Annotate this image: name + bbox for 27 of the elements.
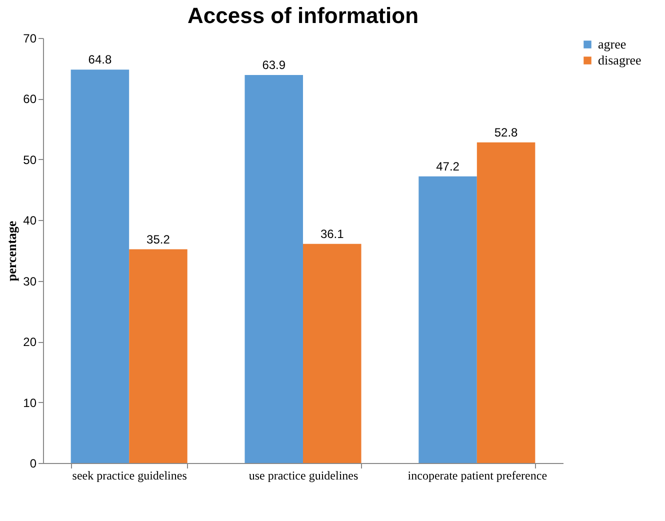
x-tick-label: incoperate patient preference	[408, 468, 548, 482]
data-label: 52.8	[494, 125, 518, 140]
bar	[129, 249, 188, 463]
y-tick-label: 40	[23, 214, 37, 228]
data-label: 35.2	[146, 232, 170, 246]
bar	[418, 176, 477, 463]
y-tick-label: 10	[23, 396, 37, 410]
bar	[303, 244, 362, 463]
x-tick-label: seek practice guidelines	[72, 468, 188, 482]
y-tick-label: 30	[23, 274, 37, 288]
legend-label: agree	[598, 36, 626, 52]
data-label: 64.8	[88, 52, 112, 67]
data-label: 36.1	[320, 226, 344, 241]
data-label: 63.9	[262, 58, 286, 72]
bar	[476, 142, 536, 463]
x-tick-label: use practice guidelines	[248, 468, 358, 482]
y-tick-label: 60	[23, 92, 37, 106]
y-tick-label: 70	[23, 32, 37, 46]
chart-title: Access of information	[187, 3, 419, 28]
y-axis-title: percentage	[4, 220, 20, 282]
y-tick-label: 20	[23, 335, 37, 350]
bar	[70, 70, 130, 463]
bar	[244, 75, 303, 463]
y-tick-label: 50	[23, 152, 37, 167]
legend-label: disagree	[598, 52, 642, 68]
y-tick-label: 0	[30, 456, 37, 470]
data-label: 47.2	[436, 159, 460, 174]
